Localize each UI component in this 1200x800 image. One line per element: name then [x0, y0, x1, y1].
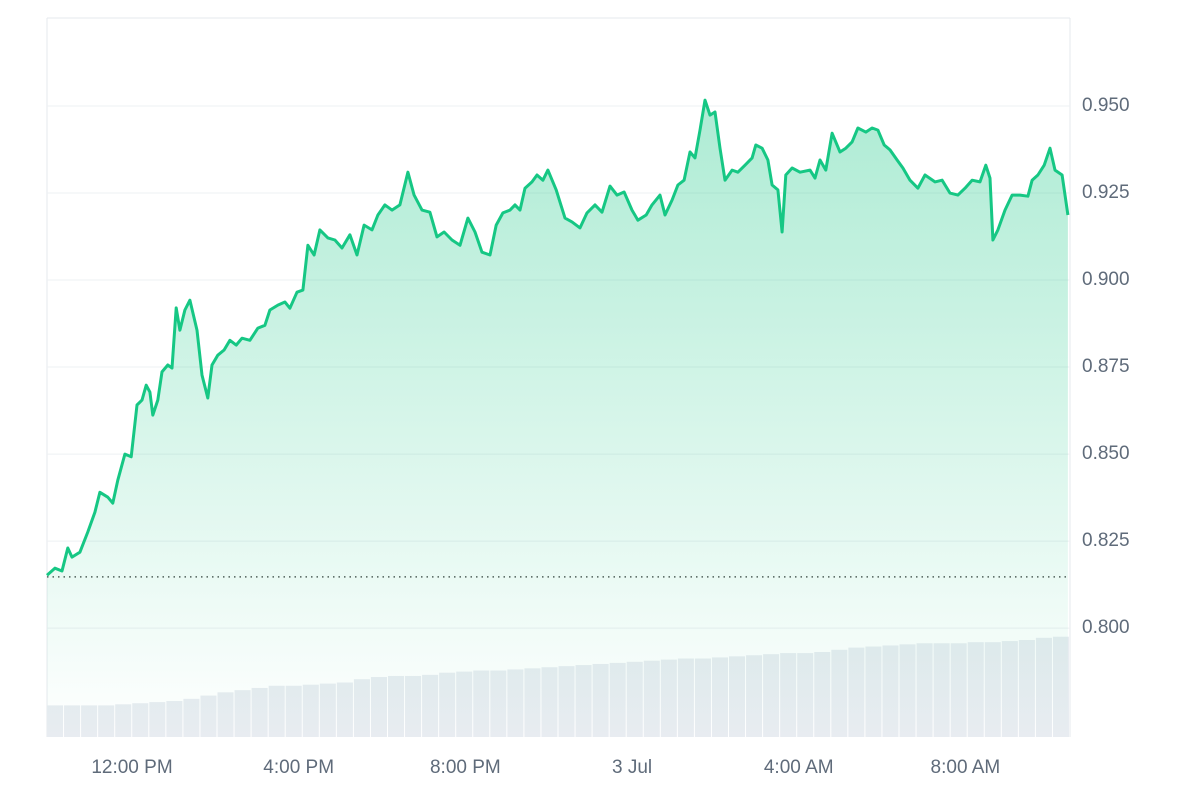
x-tick-label: 3 Jul — [612, 757, 652, 778]
x-tick-label: 4:00 AM — [764, 757, 834, 778]
x-tick-label: 8:00 AM — [931, 757, 1001, 778]
y-tick-label: 0.800 — [1082, 617, 1130, 638]
y-tick-label: 0.875 — [1082, 356, 1130, 377]
price-line — [46, 98, 1070, 577]
x-tick-label: 8:00 PM — [430, 757, 501, 778]
y-tick-label: 0.950 — [1082, 95, 1130, 116]
y-tick-label: 0.850 — [1082, 443, 1130, 464]
y-tick-label: 0.900 — [1082, 269, 1130, 290]
price-area — [47, 100, 1068, 738]
x-tick-label: 4:00 PM — [263, 757, 334, 778]
y-tick-label: 0.825 — [1082, 530, 1130, 551]
y-tick-label: 0.925 — [1082, 182, 1130, 203]
x-tick-label: 12:00 PM — [91, 757, 172, 778]
